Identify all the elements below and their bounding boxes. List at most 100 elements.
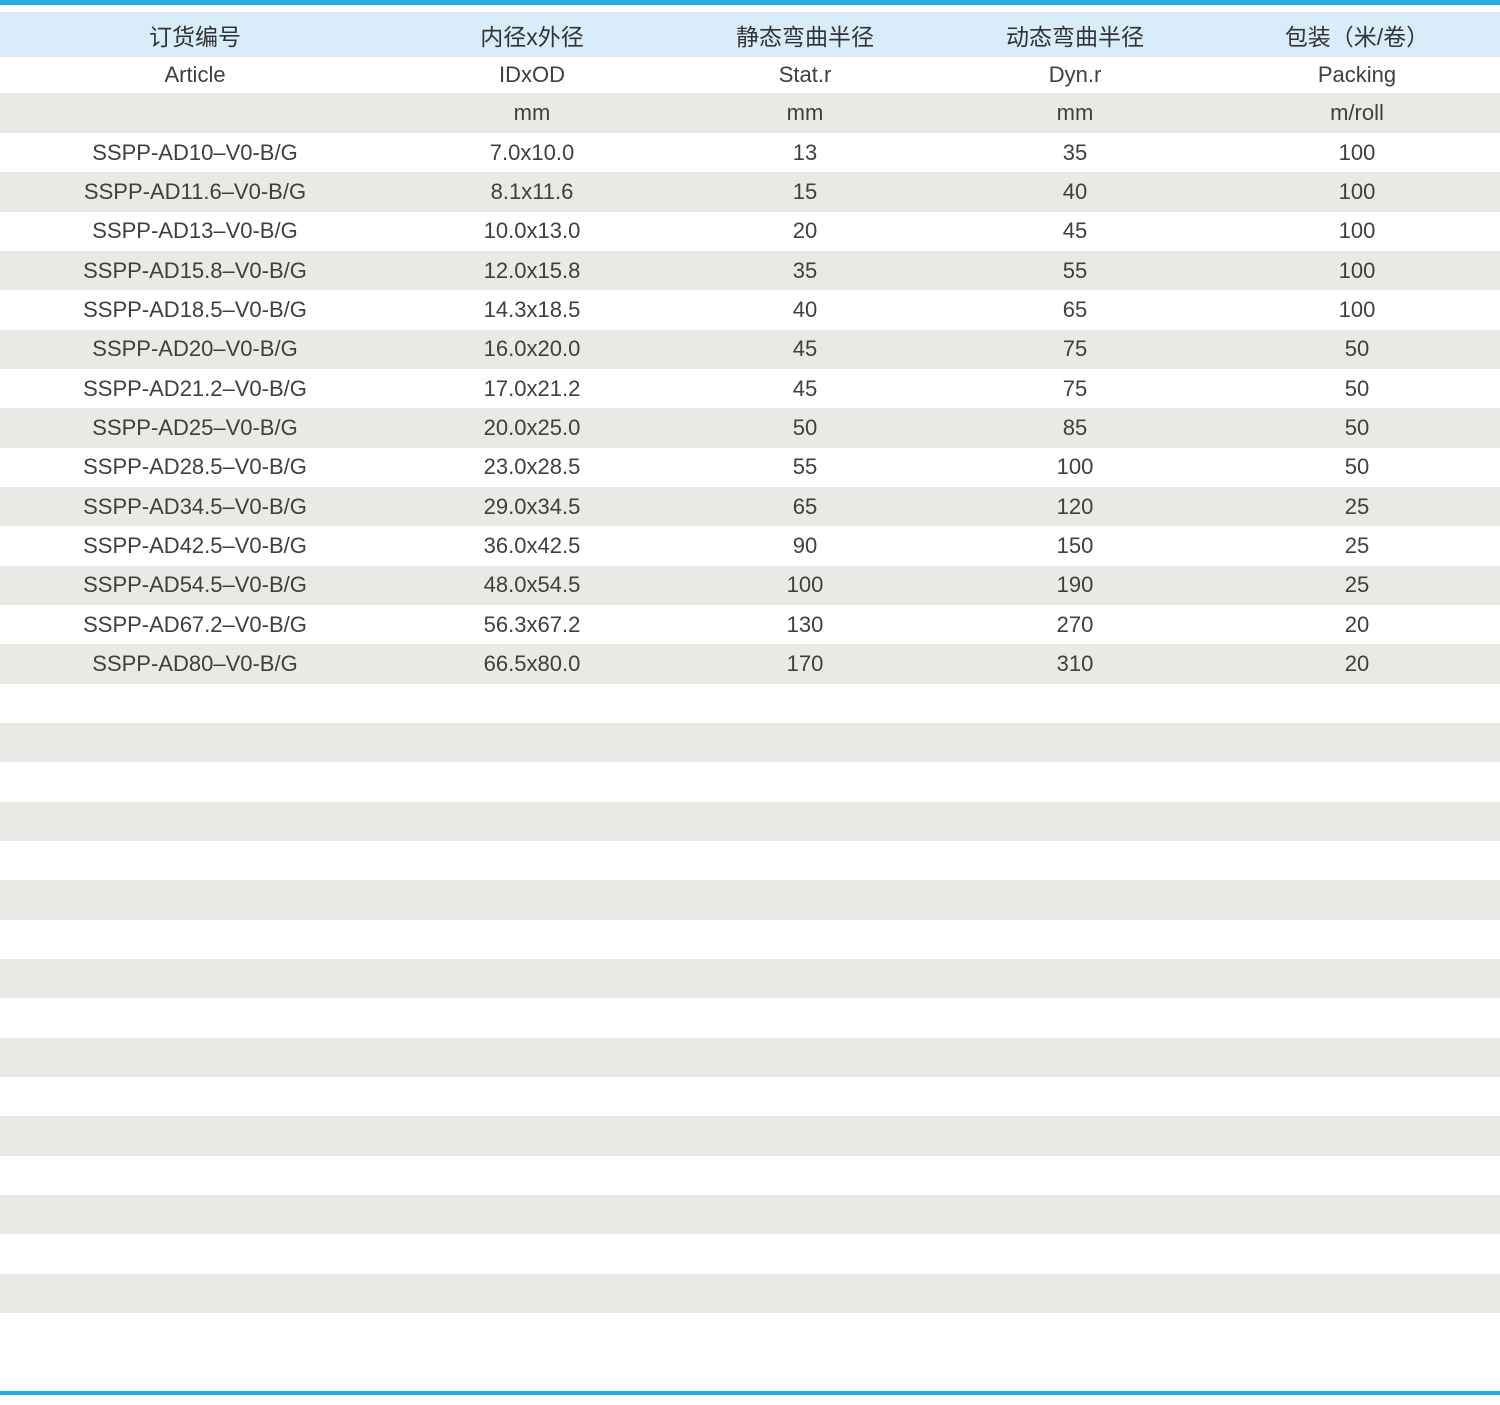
- table-row: SSPP-AD67.2–V0-B/G 56.3x67.2 130 270 20: [0, 604, 1500, 645]
- col-header-statr-cn: 静态弯曲半径: [736, 23, 874, 50]
- cell-idxod: 56.3x67.2: [483, 611, 581, 637]
- empty-row: [0, 958, 1500, 999]
- cell-dynr: 270: [1056, 611, 1094, 637]
- cell-idxod: 10.0x13.0: [483, 218, 581, 244]
- cell-packing: 50: [1344, 454, 1370, 480]
- cell-idxod: 16.0x20.0: [483, 336, 581, 362]
- table-row: SSPP-AD21.2–V0-B/G 17.0x21.2 45 75 50: [0, 368, 1500, 409]
- cell-dynr: 310: [1056, 650, 1094, 676]
- empty-row: [0, 1234, 1500, 1274]
- table-row: SSPP-AD80–V0-B/G 66.5x80.0 170 310 20: [0, 644, 1500, 684]
- col-unit-packing: m/roll: [1330, 100, 1384, 125]
- cell-dynr: 85: [1062, 414, 1088, 440]
- empty-row: [0, 722, 1500, 763]
- empty-row: [0, 919, 1500, 959]
- cell-statr: 170: [786, 650, 824, 676]
- empty-row: [0, 683, 1500, 723]
- cell-article: SSPP-AD80–V0-B/G: [92, 650, 298, 676]
- cell-packing: 20: [1344, 611, 1370, 637]
- cell-article: SSPP-AD21.2–V0-B/G: [83, 375, 307, 401]
- cell-statr: 35: [792, 257, 818, 283]
- cell-dynr: 35: [1062, 139, 1088, 165]
- cell-dynr: 45: [1062, 218, 1088, 244]
- cell-article: SSPP-AD42.5–V0-B/G: [83, 532, 307, 558]
- cell-statr: 15: [792, 178, 818, 204]
- col-header-idxod-cn: 内径x外径: [480, 23, 584, 50]
- top-accent-rule: [0, 0, 1500, 5]
- table-row: SSPP-AD13–V0-B/G 10.0x13.0 20 45 100: [0, 211, 1500, 251]
- cell-statr: 90: [792, 532, 818, 558]
- empty-row: [0, 840, 1500, 881]
- cell-dynr: 120: [1056, 493, 1094, 519]
- cell-packing: 100: [1338, 218, 1376, 244]
- cell-idxod: 12.0x15.8: [483, 257, 581, 283]
- cell-article: SSPP-AD15.8–V0-B/G: [83, 257, 307, 283]
- cell-dynr: 75: [1062, 336, 1088, 362]
- cell-statr: 40: [792, 296, 818, 322]
- cell-idxod: 36.0x42.5: [483, 532, 581, 558]
- cell-idxod: 48.0x54.5: [483, 572, 581, 598]
- col-header-statr-en: Stat.r: [778, 62, 832, 87]
- table-row: SSPP-AD54.5–V0-B/G 48.0x54.5 100 190 25: [0, 565, 1500, 605]
- cell-article: SSPP-AD25–V0-B/G: [92, 414, 298, 440]
- cell-packing: 100: [1338, 296, 1376, 322]
- table-row: SSPP-AD15.8–V0-B/G 12.0x15.8 35 55 100: [0, 250, 1500, 291]
- empty-row: [0, 762, 1500, 802]
- cell-dynr: 40: [1062, 178, 1088, 204]
- cell-article: SSPP-AD54.5–V0-B/G: [83, 572, 307, 598]
- empty-row: [0, 801, 1500, 841]
- cell-article: SSPP-AD34.5–V0-B/G: [83, 493, 307, 519]
- cell-idxod: 7.0x10.0: [489, 139, 575, 165]
- col-header-article-en: Article: [164, 62, 226, 87]
- table-row: SSPP-AD18.5–V0-B/G 14.3x18.5 40 65 100: [0, 290, 1500, 330]
- cell-article: SSPP-AD10–V0-B/G: [92, 139, 298, 165]
- cell-packing: 100: [1338, 178, 1376, 204]
- cell-idxod: 29.0x34.5: [483, 493, 581, 519]
- col-header-dynr-en: Dyn.r: [1048, 62, 1102, 87]
- cell-packing: 25: [1344, 493, 1370, 519]
- cell-idxod: 14.3x18.5: [483, 296, 581, 322]
- cell-packing: 50: [1344, 414, 1370, 440]
- cell-dynr: 75: [1062, 375, 1088, 401]
- cell-statr: 45: [792, 336, 818, 362]
- top-gap: [0, 5, 1500, 12]
- cell-packing: 20: [1344, 650, 1370, 676]
- cell-statr: 50: [792, 414, 818, 440]
- cell-idxod: 20.0x25.0: [483, 414, 581, 440]
- cell-idxod: 66.5x80.0: [483, 650, 581, 676]
- col-header-idxod-en: IDxOD: [499, 62, 565, 87]
- cell-packing: 25: [1344, 572, 1370, 598]
- table-row: SSPP-AD34.5–V0-B/G 29.0x34.5 65 120 25: [0, 486, 1500, 527]
- cell-packing: 25: [1344, 532, 1370, 558]
- cell-statr: 13: [792, 139, 818, 165]
- cell-packing: 100: [1338, 257, 1376, 283]
- cell-packing: 50: [1344, 375, 1370, 401]
- cell-statr: 20: [792, 218, 818, 244]
- cell-statr: 100: [786, 572, 824, 598]
- table-row: SSPP-AD28.5–V0-B/G 23.0x28.5 55 100 50: [0, 447, 1500, 487]
- empty-row: [0, 998, 1500, 1038]
- empty-row: [0, 1273, 1500, 1313]
- table-row: SSPP-AD10–V0-B/G 7.0x10.0 13 35 100: [0, 133, 1500, 173]
- col-header-packing-cn: 包装（米/卷）: [1284, 23, 1430, 50]
- table-header-row-units: mm mm mm m/roll: [0, 93, 1500, 133]
- empty-row: [0, 880, 1500, 920]
- cell-dynr: 190: [1056, 572, 1094, 598]
- table-header-row-en: Article IDxOD Stat.r Dyn.r Packing: [0, 57, 1500, 93]
- col-unit-idxod: mm: [513, 100, 551, 125]
- cell-statr: 45: [792, 375, 818, 401]
- cell-dynr: 55: [1062, 257, 1088, 283]
- col-unit-dynr: mm: [1056, 100, 1094, 125]
- cell-idxod: 8.1x11.6: [490, 178, 574, 204]
- empty-row: [0, 1194, 1500, 1235]
- col-header-dynr-cn: 动态弯曲半径: [1006, 23, 1144, 50]
- cell-idxod: 23.0x28.5: [483, 454, 581, 480]
- cell-dynr: 150: [1056, 532, 1094, 558]
- cell-article: SSPP-AD18.5–V0-B/G: [83, 296, 307, 322]
- cell-statr: 130: [786, 611, 824, 637]
- cell-article: SSPP-AD13–V0-B/G: [92, 218, 298, 244]
- col-unit-statr: mm: [786, 100, 824, 125]
- table-body: SSPP-AD10–V0-B/G 7.0x10.0 13 35 100 SSPP…: [0, 133, 1500, 1313]
- cell-dynr: 65: [1062, 296, 1088, 322]
